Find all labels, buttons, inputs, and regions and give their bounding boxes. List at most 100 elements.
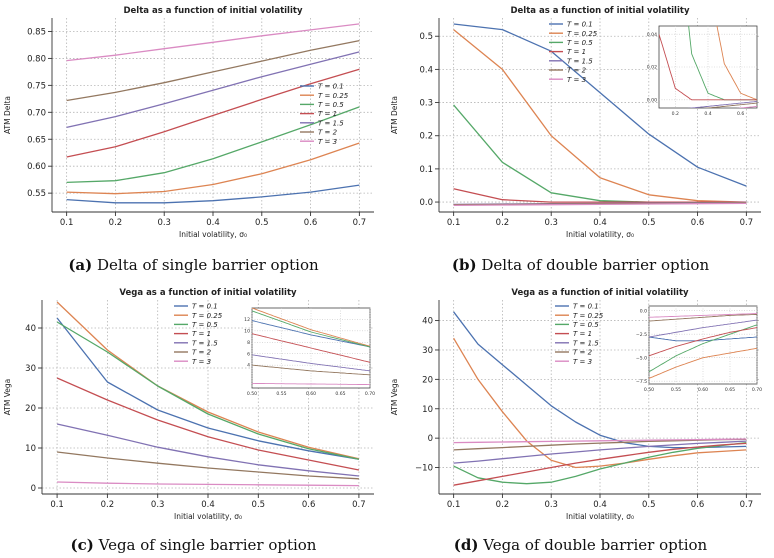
inset-series-line	[703, 102, 757, 108]
x-tick-label: 0.1	[50, 500, 64, 510]
series-line	[66, 184, 360, 204]
y-axis-label: ATM Vega	[390, 379, 399, 416]
inset-y-tick-label: 12	[244, 317, 250, 323]
caption-label: (d)	[453, 536, 479, 554]
y-axis-label: ATM Delta	[3, 96, 12, 134]
y-tick-label: 0.0	[419, 198, 433, 208]
chart-title: Delta as a function of initial volatilit…	[510, 6, 689, 16]
inset-x-tick-label: 0.50	[247, 391, 257, 397]
x-axis-label: Initial volatility, σ₀	[179, 230, 247, 239]
x-tick-label: 0.5	[255, 218, 269, 228]
series-line	[66, 68, 360, 158]
y-tick-label: 0.65	[27, 135, 46, 145]
legend-label: T = 2	[192, 349, 212, 357]
series-line	[453, 104, 747, 203]
inset-x-tick-label: 0.55	[671, 387, 681, 393]
inset-chart: 0.50 0.55 0.60 0.65 0.70 −7.5 −5.0 −2.5 0.0	[636, 305, 762, 393]
series-line	[453, 202, 747, 207]
inset-series-lines	[252, 308, 370, 386]
x-tick-label: 0.1	[447, 218, 461, 228]
legend-label: T = 3	[573, 358, 592, 366]
caption-d: (d) Vega of double barrier option	[387, 536, 774, 554]
series-line	[453, 29, 747, 203]
legend-label: T = 2	[573, 349, 593, 357]
series-line	[453, 23, 747, 187]
x-tick-label: 0.5	[642, 500, 656, 510]
inset-y-tick-label: −2.5	[636, 332, 647, 338]
series-line	[66, 51, 360, 129]
inset-chart: 0.2 0.4 0.6 0.00 0.02 0.04	[647, 25, 758, 117]
x-axis-label: Initial volatility, σ₀	[566, 230, 634, 239]
y-tick-label: 10	[422, 405, 433, 415]
chart-title: Delta as a function of initial volatilit…	[123, 6, 302, 16]
series-line	[453, 442, 747, 486]
x-tick-label: 0.6	[691, 500, 705, 510]
inset-series-line	[649, 313, 757, 318]
x-axis-label: Initial volatility, σ₀	[566, 512, 634, 521]
caption-label: (c)	[70, 536, 94, 554]
inset-y-tick-label: 6	[247, 351, 250, 357]
inset-series-line	[649, 336, 757, 342]
y-tick-label: 0.75	[27, 81, 46, 91]
x-tick-label: 0.7	[353, 218, 367, 228]
x-tick-label: 0.4	[593, 500, 607, 510]
x-tick-label: 0.6	[302, 500, 316, 510]
legend-label: T = 0.5	[573, 321, 599, 329]
x-tick-label: 0.2	[101, 500, 115, 510]
legend-label: T = 0.25	[573, 312, 604, 320]
series-line	[66, 142, 360, 195]
inset-y-tick-label: 0.04	[647, 32, 657, 38]
legend-label: T = 0.1	[573, 303, 599, 311]
caption-text: Vega of single barrier option	[98, 536, 317, 554]
inset-x-tick-label: 0.65	[725, 387, 735, 393]
y-tick-label: 0	[31, 484, 36, 494]
legend: T = 0.1T = 0.25T = 0.5T = 1T = 1.5 T = 2T…	[300, 83, 349, 146]
legend-label: T = 1.5	[573, 339, 599, 347]
y-tick-label: 0.80	[27, 54, 46, 64]
inset-series-line	[252, 364, 370, 376]
x-tick-label: 0.4	[201, 500, 215, 510]
y-tick-label: 40	[25, 324, 36, 334]
legend-label: T = 1.5	[318, 119, 344, 127]
x-tick-label: 0.2	[496, 500, 510, 510]
inset-series-line	[649, 319, 757, 338]
x-tick-label: 0.3	[544, 218, 558, 228]
inset-series-line	[252, 382, 370, 386]
y-tick-label: 20	[422, 375, 433, 385]
y-axis-label: ATM Vega	[3, 379, 12, 416]
x-tick-label: 0.3	[544, 500, 558, 510]
x-tick-label: 0.2	[109, 218, 123, 228]
delta-double-barrier-chart: Delta as a function of initial volatilit…	[390, 6, 761, 239]
vega-double-barrier-chart: Vega as a function of initial volatility…	[390, 288, 762, 521]
x-tick-label: 0.1	[60, 218, 74, 228]
series-line	[56, 423, 359, 477]
legend-label: T = 2	[318, 129, 338, 137]
legend-label: T = 0.25	[318, 92, 349, 100]
caption-text: Delta of double barrier option	[481, 256, 710, 274]
x-tick-label: 0.4	[593, 218, 607, 228]
legend-label: T = 0.1	[567, 21, 593, 29]
legend-label: T = 3	[567, 76, 586, 84]
inset-series-line	[252, 354, 370, 372]
legend-label: T = 0.5	[318, 101, 344, 109]
x-tick-label: 0.7	[352, 500, 366, 510]
y-tick-label: 0	[428, 434, 433, 444]
series-line	[56, 377, 360, 471]
inset-y-tick-label: 0.00	[647, 97, 657, 103]
y-tick-label: 0.5	[419, 32, 433, 42]
caption-text: Vega of double barrier option	[483, 536, 708, 554]
inset-series-line	[687, 100, 757, 108]
legend-label: T = 1.5	[192, 339, 218, 347]
y-tick-label: 0.55	[27, 189, 46, 199]
series-line	[57, 481, 359, 487]
inset-y-tick-label: 8	[247, 340, 250, 346]
legend: T = 0.1T = 0.25T = 0.5T = 1T = 1.5 T = 2T…	[555, 303, 604, 366]
inset-series-line	[649, 327, 757, 357]
legend-label: T = 1	[318, 110, 337, 118]
legend-label: T = 1	[192, 330, 211, 338]
legend-label: T = 0.1	[192, 303, 218, 311]
inset-y-tick-label: 4	[247, 363, 250, 369]
series-line	[56, 321, 360, 460]
y-tick-label: 20	[25, 404, 36, 414]
gridlines	[52, 18, 374, 212]
